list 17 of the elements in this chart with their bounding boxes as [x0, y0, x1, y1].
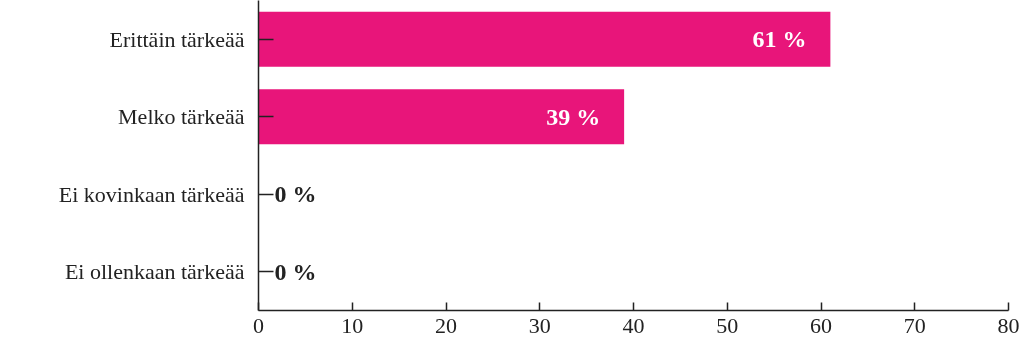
- x-tick-label: 60: [810, 312, 832, 338]
- x-tick-label: 0: [253, 312, 264, 338]
- data-label: 61 %: [752, 26, 807, 53]
- x-tick-label: 50: [716, 312, 739, 338]
- y-tick-label: Erittäin tärkeää: [109, 26, 245, 52]
- y-tick-label: Ei ollenkaan tärkeää: [64, 259, 245, 285]
- x-tick-label: 40: [622, 312, 645, 338]
- x-tick-label: 30: [528, 312, 551, 338]
- data-label: 0 %: [274, 181, 317, 208]
- x-tick-label: 80: [997, 312, 1020, 338]
- x-tick-label: 70: [903, 312, 926, 338]
- y-tick-label: Melko tärkeää: [118, 104, 245, 130]
- x-tick-label: 20: [435, 312, 457, 338]
- data-label: 0 %: [274, 258, 317, 285]
- data-label: 39 %: [546, 103, 601, 130]
- y-tick-label: Ei kovinkaan tärkeää: [58, 181, 245, 207]
- x-tick-label: 10: [341, 312, 364, 338]
